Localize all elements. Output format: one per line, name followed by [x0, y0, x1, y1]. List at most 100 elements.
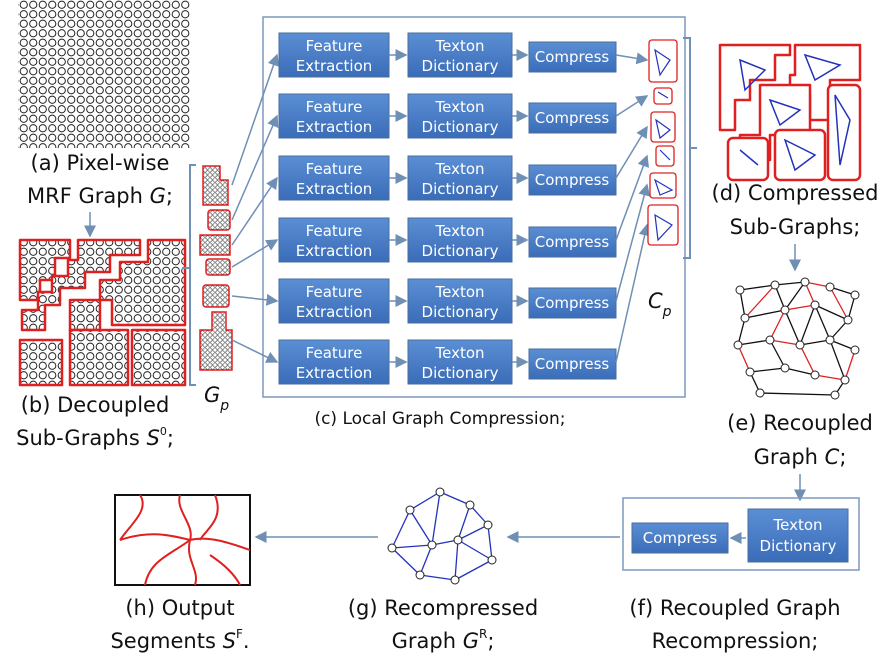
box-label: Dictionary: [760, 537, 837, 555]
label-g1: (g) Recompressed: [348, 596, 538, 620]
edge: [775, 282, 805, 285]
edge: [785, 368, 815, 375]
edge: [800, 345, 815, 375]
node: [756, 389, 764, 397]
texton-box: Texton Dictionary: [408, 94, 512, 138]
box-label: Compress: [535, 48, 610, 66]
label-e1: (e) Recoupled: [727, 411, 873, 435]
compress-box: Compress: [529, 227, 616, 257]
box-label: Texton: [434, 37, 484, 55]
node: [416, 571, 424, 579]
compress-box: Compress: [529, 42, 616, 72]
node: [746, 368, 754, 376]
label-f1: (f) Recoupled Graph: [629, 596, 840, 620]
box-label: Feature: [306, 98, 363, 116]
gp-label: Gp: [204, 383, 229, 414]
node: [781, 364, 789, 372]
node: [454, 536, 462, 544]
sub-graph-pieces: [200, 166, 232, 370]
label-a1: (a) Pixel-wise: [31, 151, 170, 175]
node: [781, 306, 789, 314]
feature-box: Feature Extraction: [279, 279, 389, 323]
box-label: Extraction: [296, 57, 373, 75]
compress-box: Compress: [529, 288, 616, 318]
texton-box: TextonDictionary: [408, 218, 512, 262]
box-label: Texton: [434, 160, 484, 178]
label-d1: (d) Compressed: [712, 181, 879, 205]
node: [428, 541, 436, 549]
edge: [738, 340, 770, 345]
node: [766, 336, 774, 344]
label-b1: (b) Decoupled: [21, 393, 170, 417]
edge: [770, 340, 785, 368]
edge: [455, 540, 458, 580]
node: [488, 556, 496, 564]
box-label: Extraction: [296, 180, 373, 198]
arrow: [232, 178, 277, 245]
label-d2: Sub-Graphs;: [730, 215, 861, 239]
edge: [785, 282, 805, 310]
node: [436, 488, 444, 496]
edge: [392, 545, 432, 548]
texton-box: Texton Dictionary: [748, 509, 848, 562]
node: [841, 376, 849, 384]
compress-box: Compress: [529, 349, 616, 379]
edge: [815, 375, 845, 380]
edge: [845, 350, 855, 380]
edge: [440, 492, 470, 505]
arrow: [232, 116, 277, 220]
node: [851, 346, 859, 354]
box-label: Compress: [535, 233, 610, 251]
node: [734, 341, 742, 349]
box-label: Extraction: [296, 242, 373, 260]
node: [736, 286, 744, 294]
edge: [770, 340, 800, 345]
edge: [392, 510, 410, 548]
label-h2: Segments SF.: [110, 627, 249, 653]
edge: [800, 305, 815, 345]
node: [801, 278, 809, 286]
label-e2: Graph C;: [754, 445, 847, 469]
edge: [420, 545, 432, 575]
cp-label: Cp: [648, 289, 672, 320]
pixel-grid: [18, 0, 190, 148]
box-label: Compress: [535, 109, 610, 127]
box-label: Compress: [535, 355, 610, 373]
diagram: (a) Pixel-wise MRF Graph G; (b) Decouple…: [0, 0, 888, 660]
box-label: Compress: [535, 171, 610, 189]
node: [831, 391, 839, 399]
label-b2: Sub-Graphs S0;: [16, 425, 174, 450]
arrow: [232, 296, 277, 301]
edge: [410, 510, 432, 545]
recoupled-graph: [734, 278, 859, 399]
box-label: Feature: [306, 283, 363, 301]
recompressed-graph: [388, 488, 496, 584]
box-label: Dictionary: [422, 118, 499, 136]
label-f2: Recompression;: [652, 629, 819, 653]
node: [811, 301, 819, 309]
label-a2: MRF Graph G;: [27, 184, 173, 208]
edge: [488, 525, 492, 560]
box-label: Dictionary: [422, 364, 499, 382]
arrow: [232, 240, 277, 267]
edge: [432, 492, 440, 545]
edge: [760, 393, 835, 395]
box-label: Texton: [434, 344, 484, 362]
box-label: Feature: [306, 37, 363, 55]
box-label: Extraction: [296, 303, 373, 321]
edge: [392, 548, 420, 575]
edge: [750, 368, 785, 372]
label-h1: (h) Output: [125, 596, 234, 620]
edge: [785, 310, 800, 345]
box-label: Feature: [306, 160, 363, 178]
box-label: Extraction: [296, 364, 373, 382]
box-label: Texton: [772, 516, 822, 534]
box-label: Texton: [434, 98, 484, 116]
box-label: Dictionary: [422, 242, 499, 260]
node: [388, 544, 396, 552]
